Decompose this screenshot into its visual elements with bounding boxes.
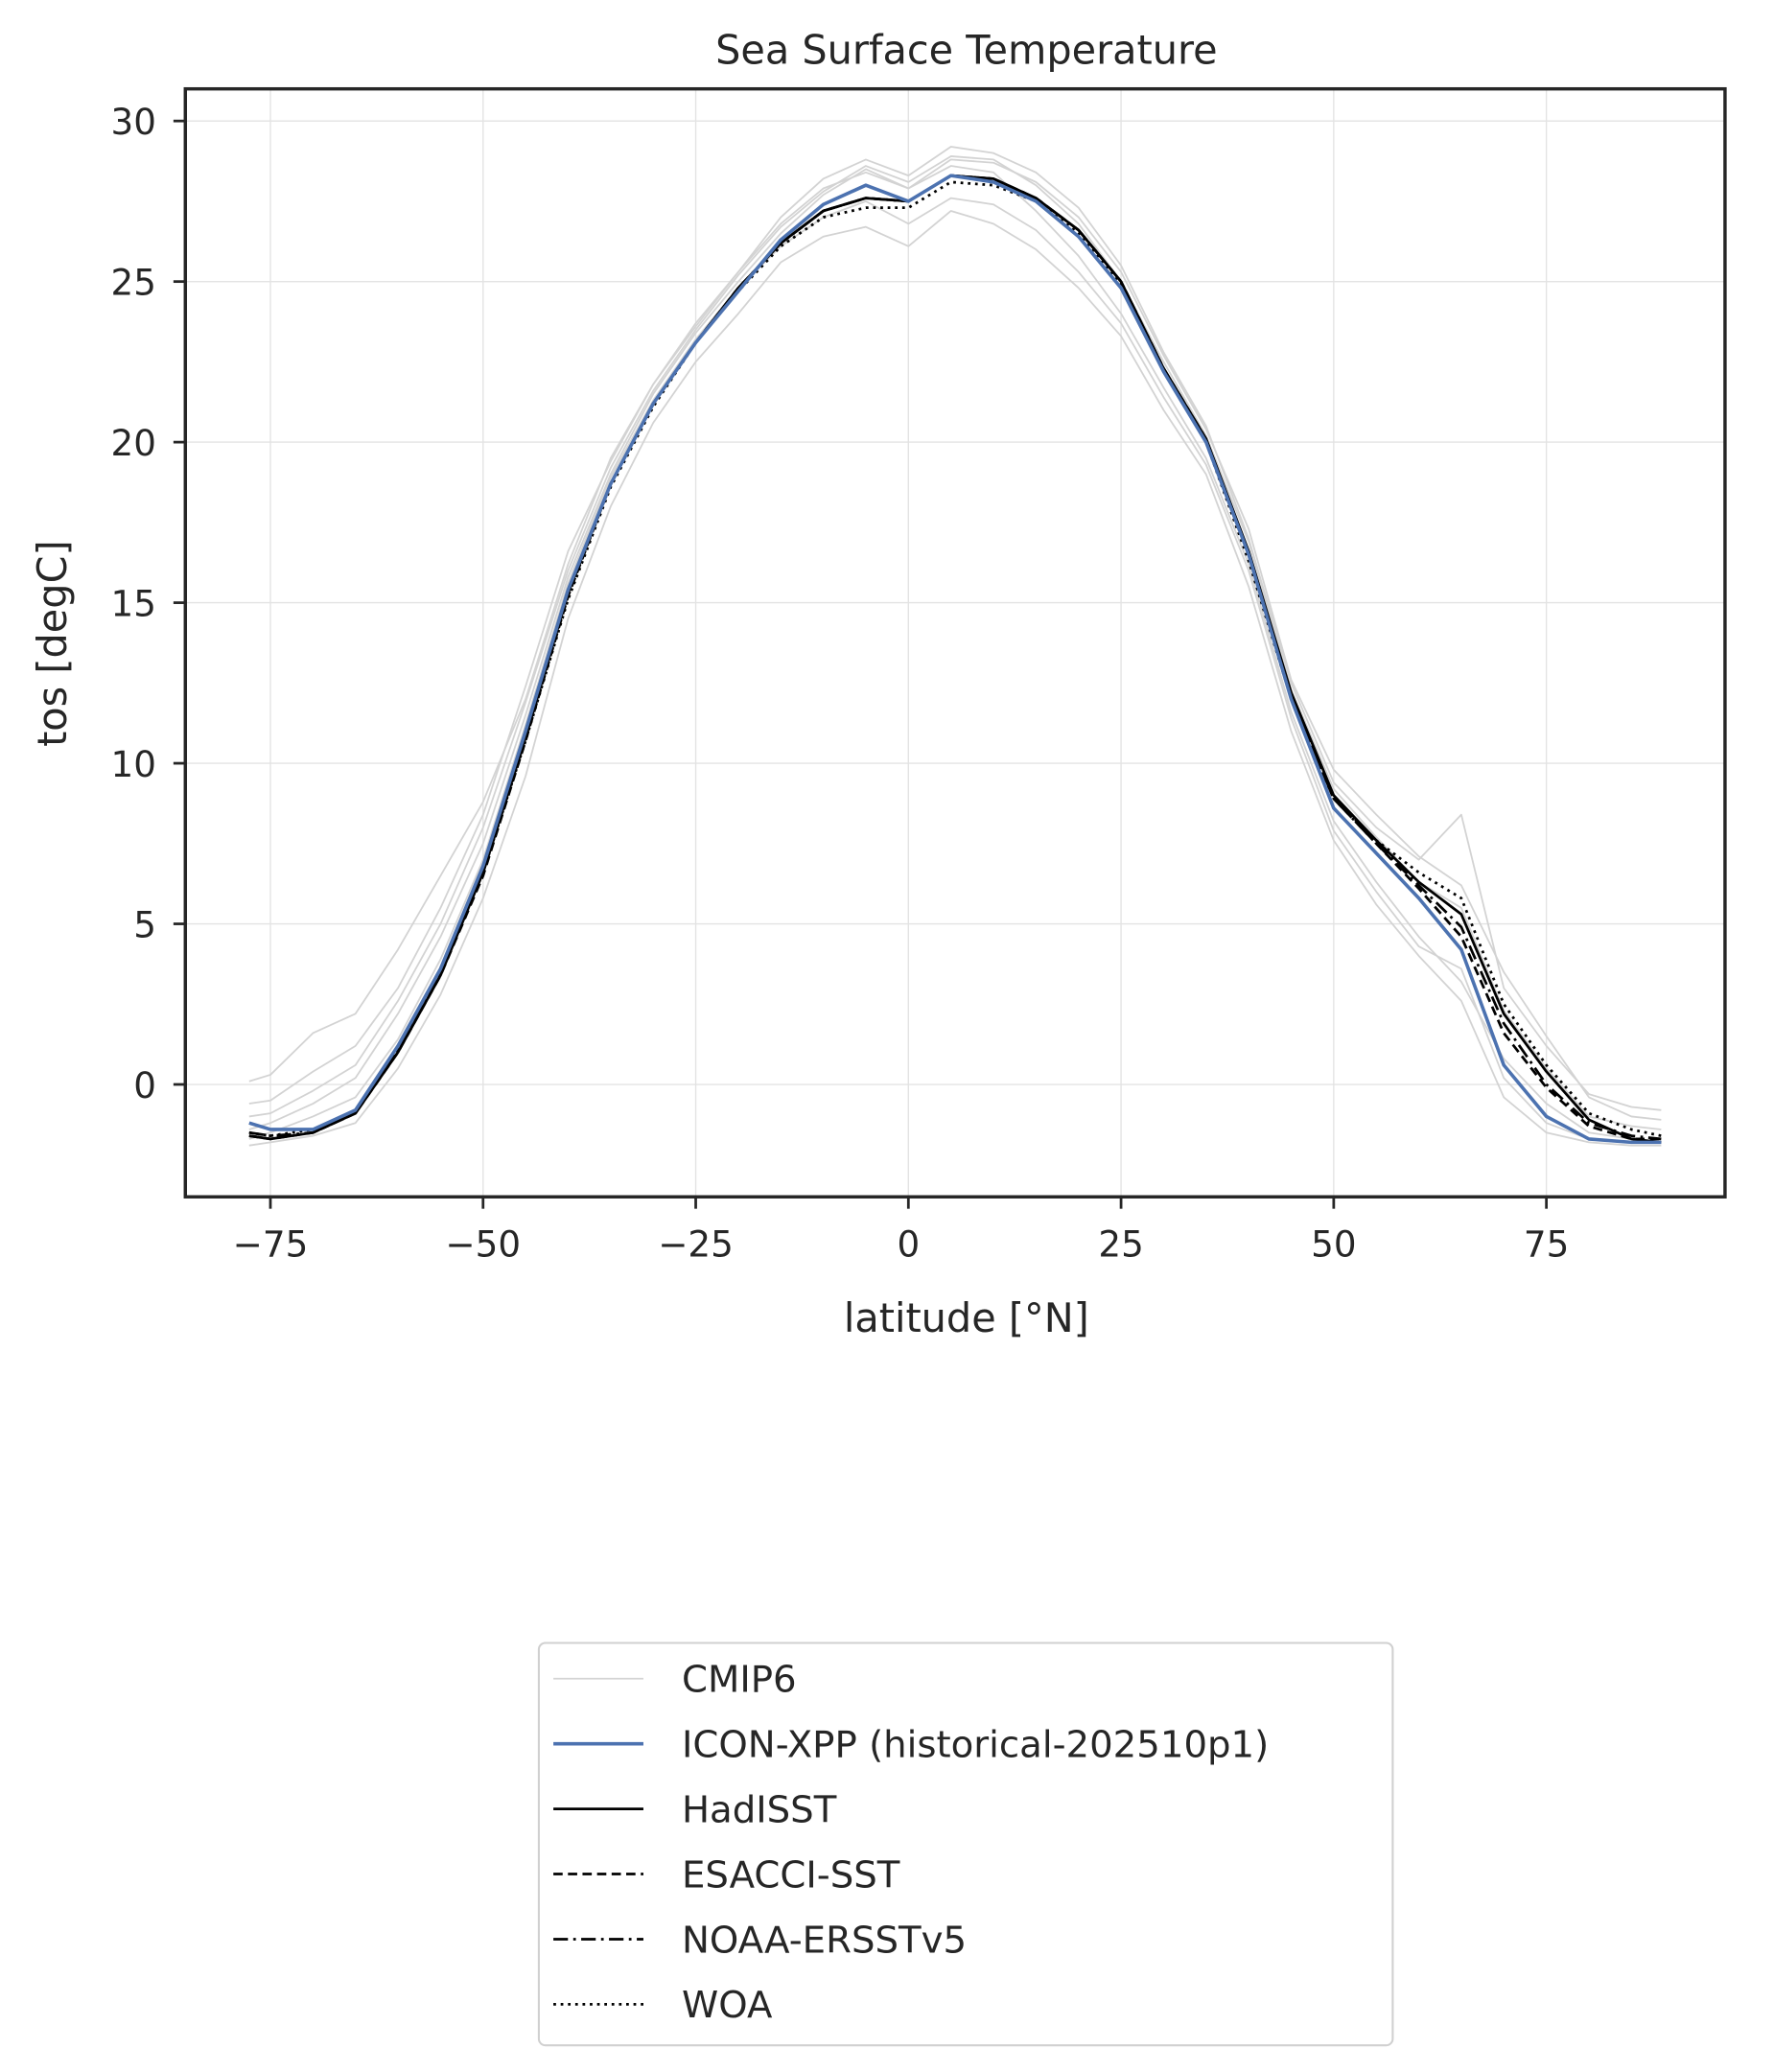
series-line-hadisst	[248, 174, 1662, 1144]
legend-label: ESACCI-SST	[682, 1853, 900, 1897]
x-tick-label: −75	[233, 1222, 309, 1265]
cmip6-member-line	[248, 146, 1662, 1111]
x-tick-label: 25	[1098, 1222, 1143, 1265]
x-ticks: −75 −50 −25 0 25 50 75	[233, 1197, 1569, 1265]
y-tick-label: 20	[110, 422, 155, 464]
series-lines	[248, 174, 1662, 1145]
legend-label: WOA	[682, 1984, 773, 2027]
plot-frame	[183, 86, 1727, 1199]
legend-label: HadISST	[682, 1788, 837, 1831]
legend-label: CMIP6	[682, 1659, 797, 1702]
y-ticks: 0 5 10 15 20 25 30	[110, 101, 186, 1106]
series-line-icon-xpp-historical-202510p1-	[248, 174, 1662, 1145]
y-axis-label: tos [degC]	[30, 540, 76, 747]
cmip6-member-line	[248, 158, 1662, 1121]
legend-label: ICON-XPP (historical-202510p1)	[682, 1724, 1269, 1767]
y-tick-label: 30	[110, 101, 155, 143]
y-tick-label: 0	[133, 1064, 156, 1106]
cmip6-member-line	[248, 210, 1662, 1147]
cmip6-lines	[248, 146, 1662, 1147]
x-tick-label: 50	[1311, 1222, 1356, 1265]
cmip6-member-line	[248, 197, 1662, 1144]
x-tick-label: 75	[1524, 1222, 1569, 1265]
y-tick-label: 25	[110, 261, 155, 303]
series-line-noaa-ersstv5	[248, 174, 1662, 1141]
y-tick-label: 15	[110, 582, 155, 624]
y-tick-label: 10	[110, 743, 155, 785]
series-line-woa	[248, 180, 1662, 1137]
legend: CMIP6 ICON-XPP (historical-202510p1) HadIS…	[537, 1641, 1394, 2047]
chart-title: Sea Surface Temperature	[715, 27, 1217, 73]
x-tick-label: 0	[897, 1222, 920, 1265]
cmip6-member-line	[248, 165, 1662, 1144]
cmip6-member-line	[248, 155, 1662, 1130]
y-tick-label: 5	[133, 903, 156, 945]
legend-box	[537, 1641, 1394, 2047]
grid	[185, 88, 1725, 1198]
series-line-esacci-sst	[248, 174, 1662, 1141]
legend-label: NOAA-ERSSTv5	[682, 1919, 967, 1962]
x-axis-label: latitude [°N]	[844, 1295, 1089, 1341]
x-tick-label: −25	[658, 1222, 734, 1265]
x-tick-label: −50	[445, 1222, 521, 1265]
